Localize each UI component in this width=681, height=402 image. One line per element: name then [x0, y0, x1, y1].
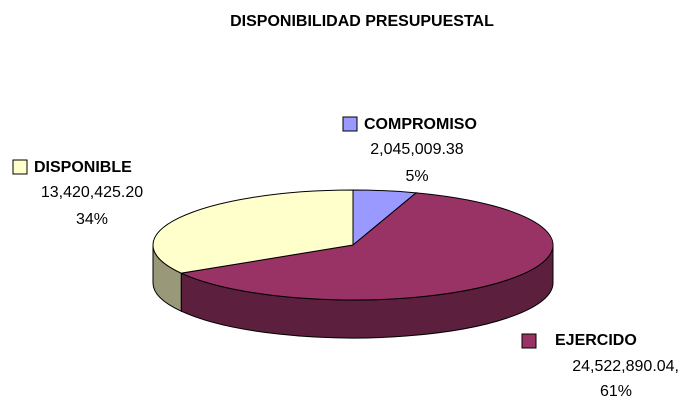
slice-name: EJERCIDO	[555, 332, 637, 349]
slice-name: DISPONIBLE	[34, 159, 132, 176]
value-label: 24,522,890.04,	[572, 358, 679, 375]
value-label: 13,420,425.20	[41, 184, 143, 201]
percent-label: 34%	[76, 211, 108, 228]
legend-swatch	[12, 159, 28, 175]
slice-name: COMPROMISO	[364, 116, 477, 133]
value-label: 2,045,009.38	[370, 141, 464, 158]
percent-label: 5%	[405, 168, 428, 185]
legend-swatch	[342, 116, 358, 132]
slice	[179, 192, 554, 301]
percent-label: 61%	[600, 383, 632, 400]
slice	[152, 189, 354, 274]
legend-swatch	[521, 333, 537, 349]
chart-title: DISPONIBILIDAD PRESUPUESTAL	[230, 13, 494, 30]
